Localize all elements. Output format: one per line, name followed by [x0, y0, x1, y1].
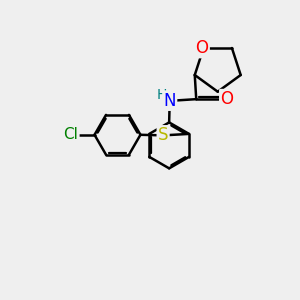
Text: O: O — [220, 90, 233, 108]
Text: H: H — [156, 88, 167, 102]
Text: N: N — [164, 92, 176, 110]
Text: O: O — [196, 39, 208, 57]
Text: S: S — [158, 126, 168, 144]
Text: Cl: Cl — [64, 127, 78, 142]
